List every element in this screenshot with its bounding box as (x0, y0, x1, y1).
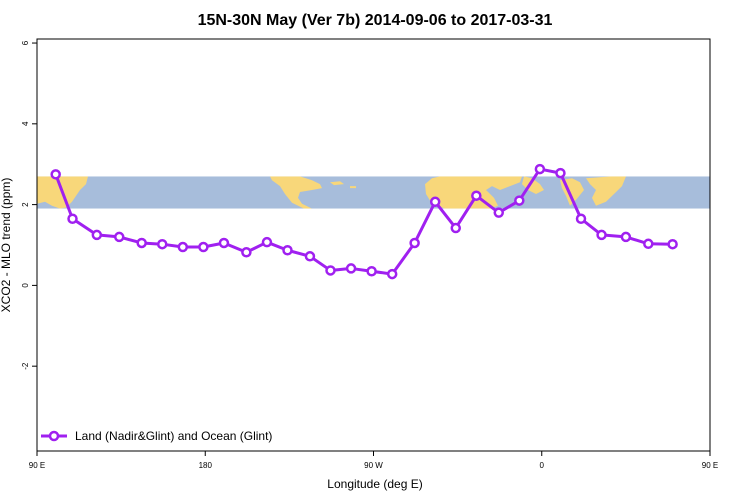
data-point (136, 237, 147, 249)
data-point (50, 169, 61, 180)
data-point (643, 238, 654, 250)
series-layer (50, 163, 678, 280)
data-point (261, 236, 273, 248)
y-axis: -2 0 2 4 6 (21, 40, 37, 370)
land-mass (270, 176, 322, 209)
data-point (198, 241, 209, 253)
x-axis: 90 E 180 90 W 0 90 E (29, 451, 718, 470)
data-point (620, 231, 632, 243)
land-mass (586, 176, 626, 206)
data-point (366, 266, 377, 277)
data-point (450, 222, 462, 234)
chart-title: 15N-30N May (Ver 7b) 2014-09-06 to 2017-… (198, 12, 553, 29)
x-tick-label: 90 E (702, 461, 718, 470)
data-point (493, 207, 505, 218)
x-axis-label: Longitude (deg E) (327, 477, 422, 491)
y-tick-label: 2 (21, 202, 30, 207)
world-map-band (37, 176, 710, 209)
data-point (667, 238, 678, 250)
data-point (91, 229, 103, 241)
data-point (218, 237, 230, 249)
land-mass (330, 181, 344, 186)
data-point (429, 196, 441, 208)
data-point (157, 238, 168, 250)
legend-label: Land (Nadir&Glint) and Ocean (Glint) (75, 429, 272, 443)
data-point (345, 263, 357, 274)
data-point (177, 241, 189, 253)
data-point (304, 251, 316, 262)
y-tick-label: 6 (21, 40, 30, 45)
data-point (386, 268, 398, 280)
data-point (534, 163, 546, 175)
data-point (575, 213, 587, 224)
y-tick-label: -2 (21, 362, 30, 370)
legend-marker (48, 430, 60, 442)
data-point (409, 237, 420, 249)
data-point (471, 190, 482, 201)
land-mass (350, 186, 356, 189)
x-tick-label: 180 (199, 461, 213, 470)
data-point (596, 229, 607, 241)
x-tick-label: 90 E (29, 461, 45, 470)
x-tick-label: 0 (540, 461, 545, 470)
data-point (514, 195, 525, 206)
data-point (114, 231, 125, 243)
legend: Land (Nadir&Glint) and Ocean (Glint) (41, 429, 272, 443)
data-point (325, 265, 336, 276)
y-axis-label: XCO2 - MLO trend (ppm) (0, 178, 13, 313)
data-point (282, 245, 293, 256)
y-tick-label: 0 (21, 283, 30, 288)
data-point (67, 213, 78, 224)
data-point (555, 167, 566, 179)
y-tick-label: 4 (21, 121, 30, 126)
data-point (241, 247, 252, 258)
x-tick-label: 90 W (364, 461, 383, 470)
